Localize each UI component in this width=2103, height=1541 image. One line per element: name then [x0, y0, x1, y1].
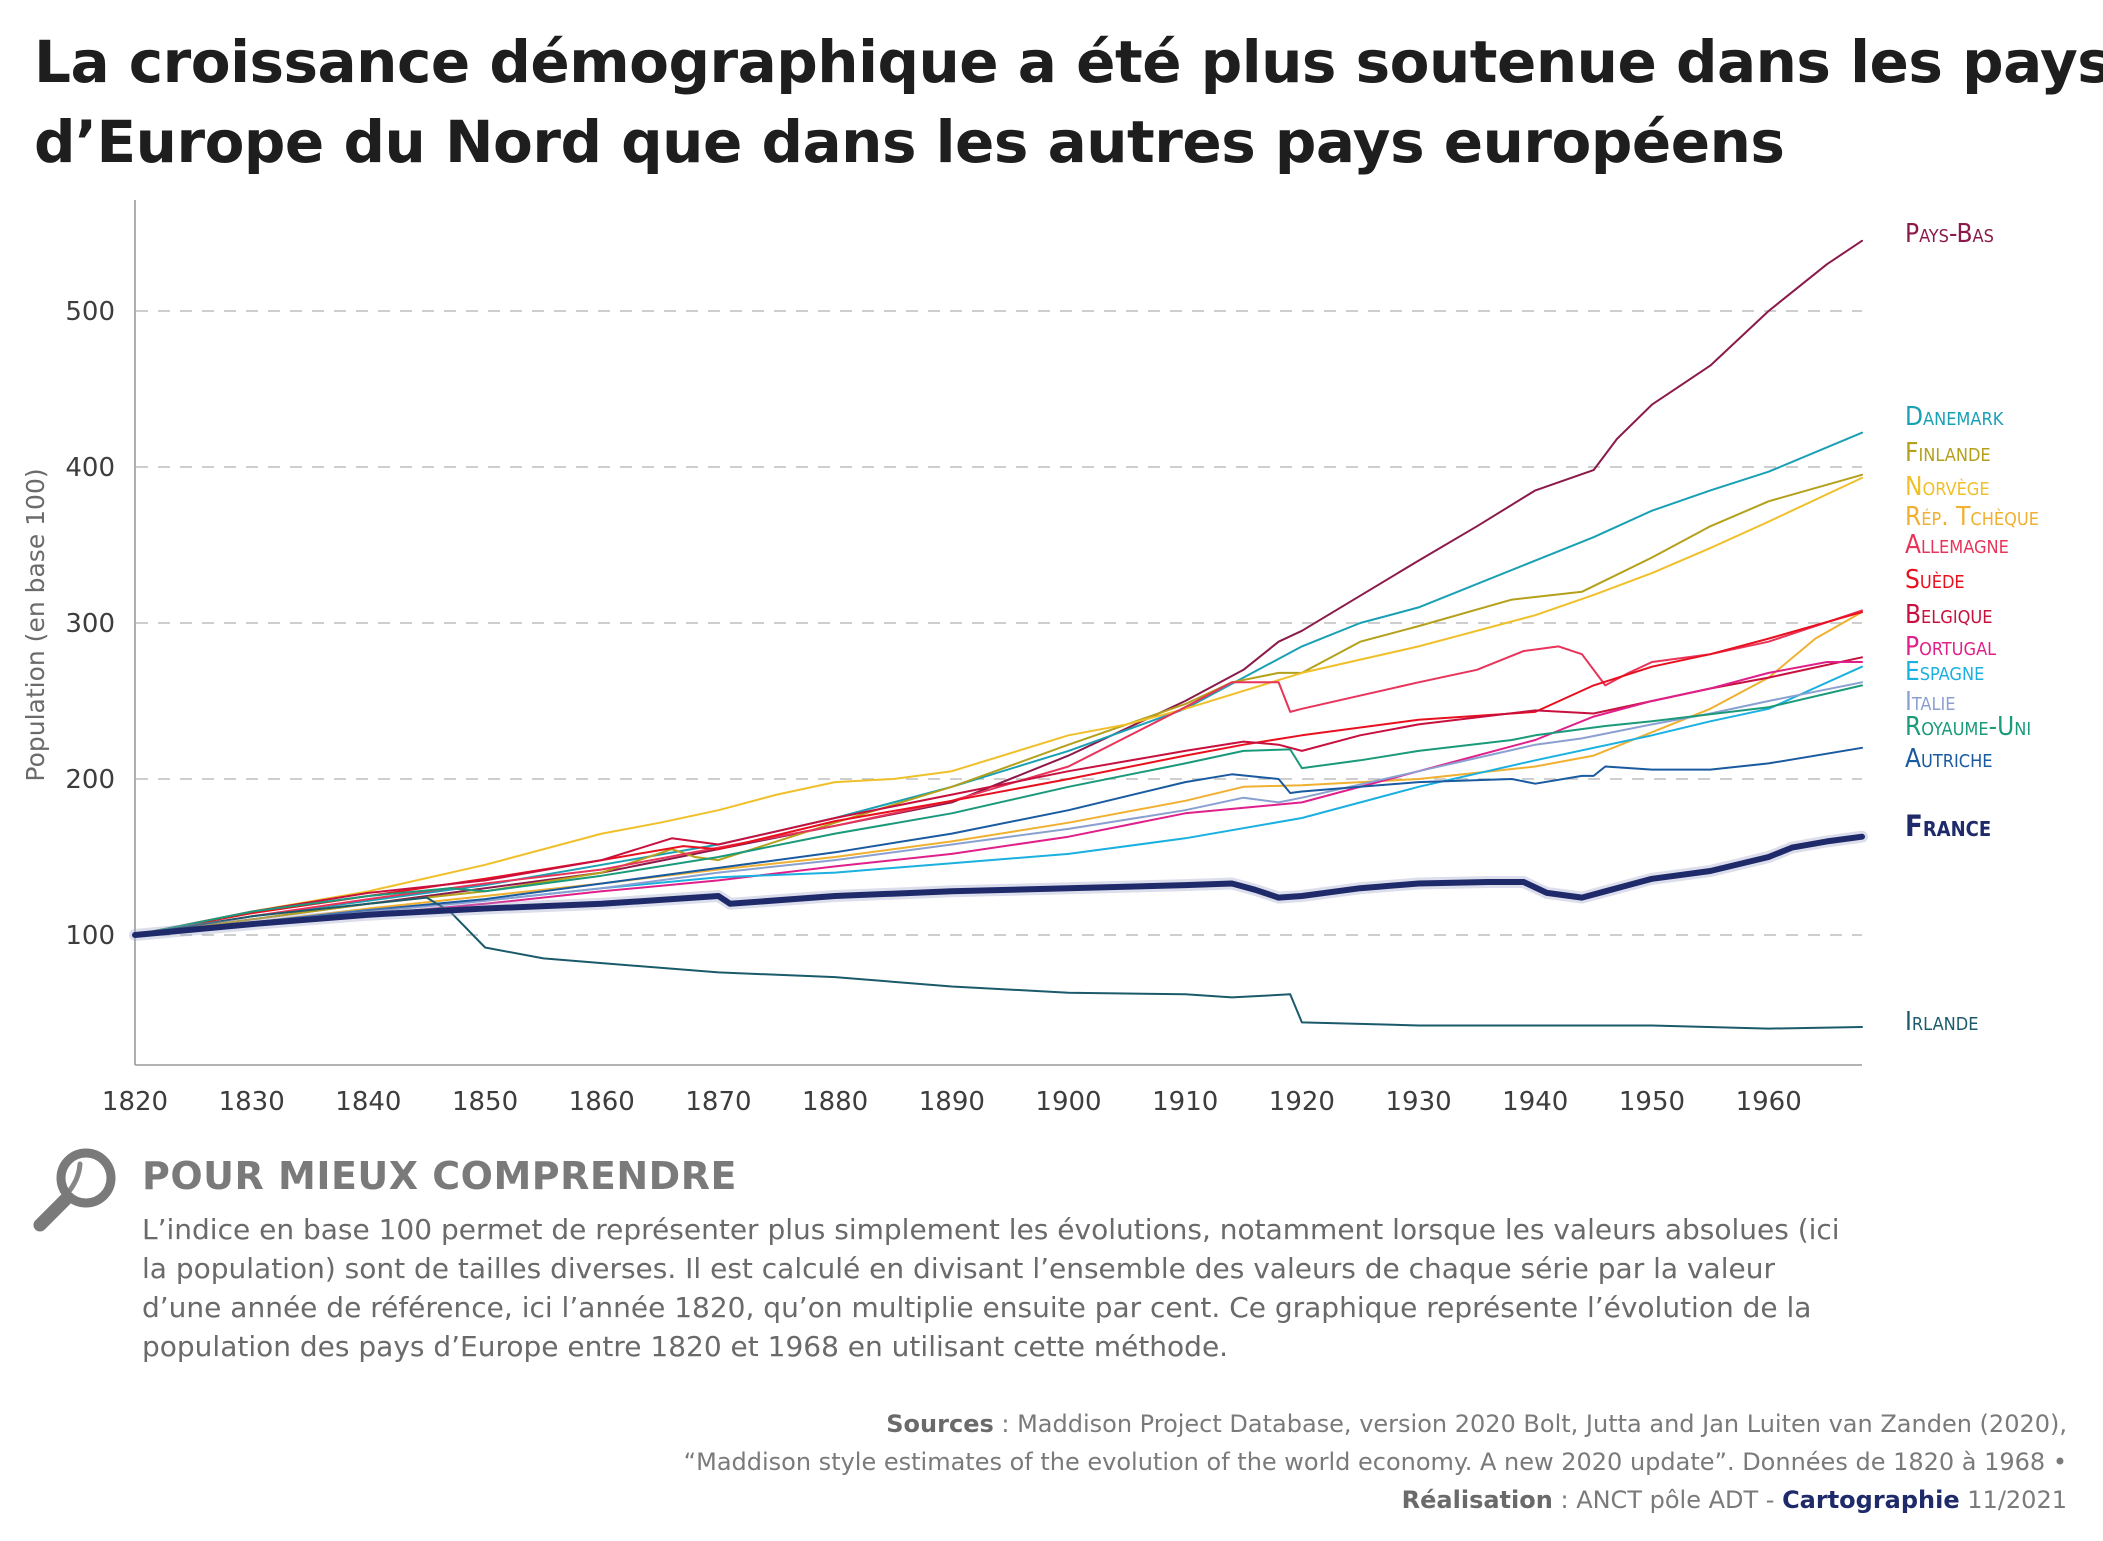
series-label-su-de: Suède	[1905, 565, 1965, 595]
info-text: L’indice en base 100 permet de représent…	[142, 1210, 2102, 1366]
x-tick-label: 1880	[802, 1087, 868, 1117]
series-label-finlande: Finlande	[1905, 438, 1991, 468]
chart-title-line-1: La croissance démographique a été plus s…	[34, 28, 2103, 96]
sources-label: Sources	[886, 1410, 994, 1438]
x-tick-label: 1950	[1619, 1087, 1685, 1117]
series-label-portugal: Portugal	[1905, 632, 1996, 662]
sources-credits: Sources : Maddison Project Database, ver…	[367, 1405, 2067, 1519]
series-line-irlande	[134, 896, 1863, 1030]
chart-title-line-2: d’Europe du Nord que dans les autres pay…	[34, 108, 1785, 176]
sources-line-1: Sources : Maddison Project Database, ver…	[367, 1405, 2067, 1443]
series-line-finlande	[134, 473, 1863, 936]
info-line: la population) sont de tailles diverses.…	[142, 1252, 1775, 1285]
axes: 100 200 300 400 500 1820 1830 1840 1850 1860 1870 1…	[21, 200, 1862, 1117]
realisation-label: Réalisation	[1401, 1486, 1553, 1514]
x-tick-label: 1870	[685, 1087, 751, 1117]
series-label-espagne: Espagne	[1905, 657, 1984, 687]
series-label-allemagne: Allemagne	[1905, 530, 2009, 560]
info-line: population des pays d’Europe entre 1820 …	[142, 1330, 1229, 1363]
date-text: 11/2021	[1959, 1486, 2067, 1514]
series-line-r-p-tch-que	[134, 611, 1863, 936]
series-line-france	[132, 833, 1865, 938]
sources-text: : Maddison Project Database, version 202…	[993, 1410, 2067, 1438]
y-tick-label: 100	[65, 921, 115, 951]
series-label-royaume-uni: Royaume-Uni	[1905, 712, 2031, 742]
x-tick-label: 1830	[219, 1087, 285, 1117]
x-tick-label: 1940	[1502, 1087, 1568, 1117]
series-line-pays-bas	[134, 239, 1863, 936]
series-line-italie	[134, 681, 1863, 936]
y-tick-label: 500	[65, 297, 115, 327]
x-tick-label: 1920	[1269, 1087, 1335, 1117]
x-tick-label: 1910	[1152, 1087, 1218, 1117]
series-label-autriche: Autriche	[1905, 744, 1993, 774]
realisation-text: : ANCT pôle ADT -	[1552, 1486, 1783, 1514]
sources-line-2: “Maddison style estimates of the evoluti…	[683, 1448, 2067, 1476]
x-tick-label: 1840	[335, 1087, 401, 1117]
info-heading: POUR MIEUX COMPRENDRE	[142, 1154, 737, 1198]
x-tick-label: 1860	[569, 1087, 635, 1117]
series-line-belgique	[134, 656, 1863, 936]
x-tick-label: 1890	[919, 1087, 985, 1117]
series-label-r-p-tch-que: Rép. Tchèque	[1905, 502, 2039, 532]
y-tick-label: 200	[65, 765, 115, 795]
y-tick-label: 400	[65, 453, 115, 483]
info-line: L’indice en base 100 permet de représent…	[142, 1213, 1840, 1246]
series-lines	[129, 239, 1868, 1030]
chart-title: La croissance démographique a été plus s…	[34, 22, 2103, 182]
series-label-belgique: Belgique	[1905, 600, 1992, 630]
series-label-danemark: Danemark	[1905, 402, 2004, 432]
x-tick-label: 1960	[1736, 1087, 1802, 1117]
x-tick-label: 1850	[452, 1087, 518, 1117]
series-label-pays-bas: Pays-Bas	[1905, 219, 1994, 249]
gridlines	[136, 310, 1862, 936]
line-chart: 100 200 300 400 500 1820 1830 1840 1850 1860 1870 1…	[21, 200, 2039, 1117]
info-line: d’une année de référence, ici l’année 18…	[142, 1291, 1812, 1324]
series-label-italie: Italie	[1905, 687, 1955, 717]
x-tick-label: 1930	[1385, 1087, 1451, 1117]
x-tick-label: 1900	[1035, 1087, 1101, 1117]
series-line-norv-ge	[134, 476, 1863, 936]
series-line-su-de	[134, 611, 1863, 936]
series-label-france: France	[1905, 809, 1991, 843]
series-line-allemagne	[134, 609, 1863, 936]
series-line-portugal	[134, 661, 1863, 936]
realisation-line: Réalisation : ANCT pôle ADT - Cartograph…	[367, 1481, 2067, 1519]
y-axis-label: Population (en base 100)	[21, 468, 50, 781]
y-tick-label: 300	[65, 609, 115, 639]
cartographie-label: Cartographie	[1782, 1486, 1960, 1514]
series-label-norv-ge: Norvège	[1905, 472, 1990, 502]
series-label-irlande: Irlande	[1905, 1007, 1978, 1037]
series-line-royaume-uni	[134, 684, 1863, 936]
series-line-autriche	[134, 746, 1863, 936]
magnifier-icon	[33, 1148, 116, 1232]
x-tick-label: 1820	[102, 1087, 168, 1117]
